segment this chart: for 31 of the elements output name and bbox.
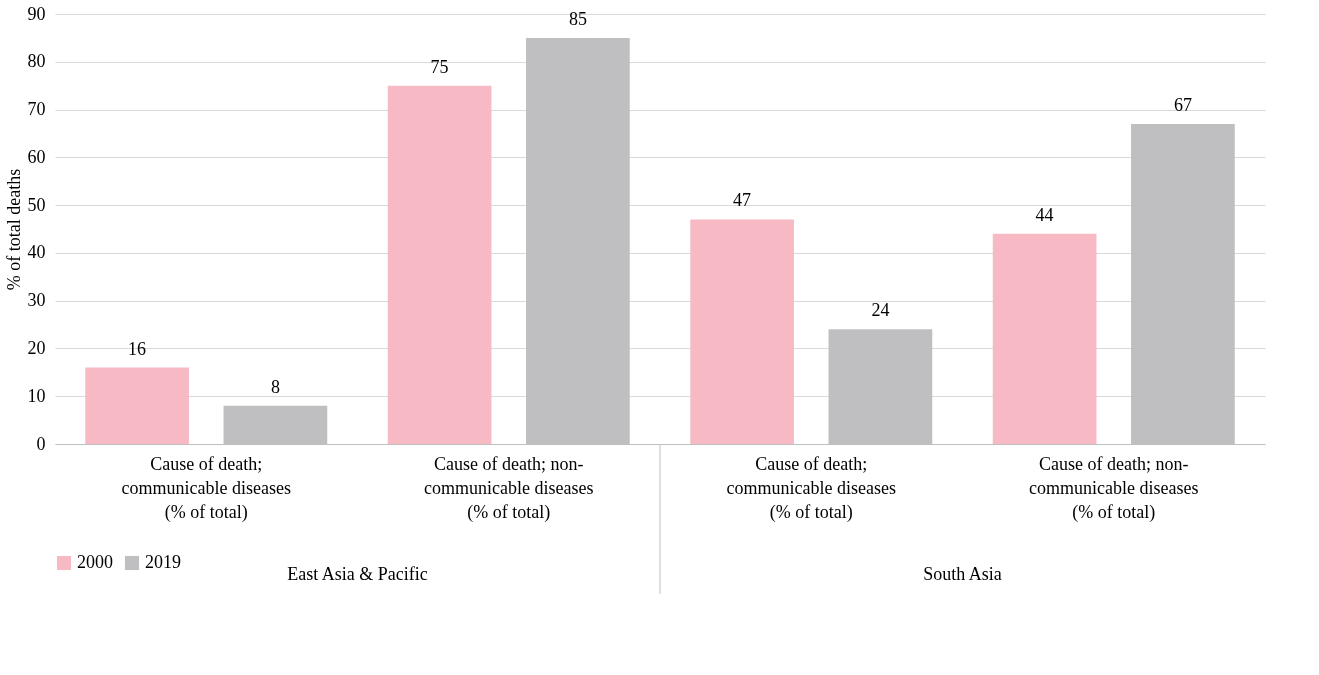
- y-tick-label: 70: [27, 99, 46, 120]
- bar: [387, 85, 492, 444]
- y-tick-label: 10: [27, 385, 46, 406]
- y-tick-label: 30: [27, 290, 46, 311]
- text: East Asia & Pacific: [287, 564, 428, 584]
- data-label: 24: [871, 300, 890, 321]
- data-label: 75: [430, 56, 449, 77]
- y-tick-label: 80: [27, 51, 46, 72]
- x-tick-label: Cause of death; non-communicable diseases (% of total): [1029, 454, 1199, 523]
- bar: [690, 219, 794, 444]
- y-tick-label: 50: [27, 194, 46, 215]
- y-tick-label: 40: [27, 242, 46, 263]
- data-label: 44: [1035, 204, 1054, 225]
- legend-label: 2019: [145, 552, 181, 572]
- legend-label: 2000: [77, 552, 113, 572]
- y-tick-label: 0: [36, 433, 46, 454]
- data-label: 67: [1173, 94, 1192, 115]
- data-label: 47: [733, 190, 752, 211]
- y-tick-label: 20: [27, 337, 46, 358]
- data-label: 8: [270, 376, 280, 397]
- x-tick-label: Cause of death; communicable diseases (% of total): [726, 454, 896, 523]
- y-axis-title: % of total deaths: [3, 168, 24, 291]
- x-tick-label: Cause of death; non-communicable diseases (% of total): [424, 454, 594, 523]
- data-label: 16: [128, 338, 147, 359]
- bar: [992, 233, 1097, 444]
- y-tick-label: 90: [27, 3, 46, 24]
- bar: [85, 367, 189, 444]
- y-tick-label: 60: [27, 146, 46, 167]
- data-label: 85: [568, 8, 587, 29]
- x-tick-label: Cause of death; communicable diseases (% of total): [121, 454, 291, 523]
- text: South Asia: [923, 564, 1002, 584]
